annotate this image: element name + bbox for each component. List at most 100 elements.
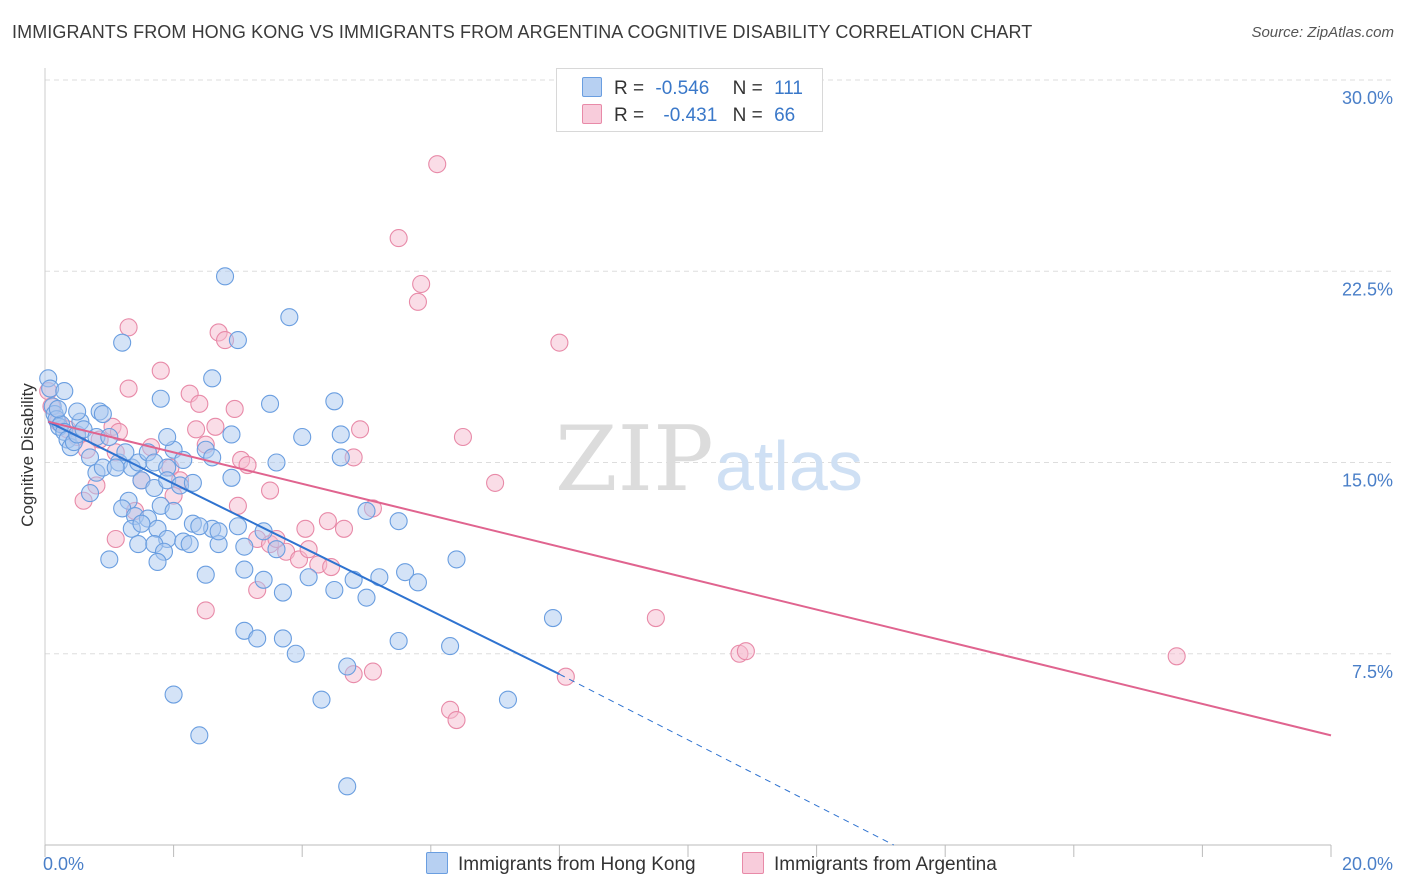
point-argentina-39 bbox=[486, 473, 505, 492]
point-hong-kong-92 bbox=[325, 392, 344, 411]
y-tick-label-2: 22.5% bbox=[1342, 279, 1393, 299]
tick-label-layer: 7.5% 15.0% 22.5% 30.0% 0.0% 20.0% bbox=[43, 88, 1393, 874]
point-argentina-45 bbox=[1167, 647, 1186, 666]
point-hong-kong-106 bbox=[389, 512, 408, 531]
point-hong-kong-87 bbox=[312, 690, 331, 709]
legend-r-value-argentina: -0.431 bbox=[663, 105, 718, 126]
bottom-legend-hong-kong: Immigrants from Hong Kong bbox=[426, 852, 696, 876]
legend-r-label: R = bbox=[614, 105, 645, 126]
point-argentina-50 bbox=[119, 318, 138, 337]
bottom-legend-swatch-argentina bbox=[742, 852, 764, 874]
chart-title: IMMIGRANTS FROM HONG KONG VS IMMIGRANTS … bbox=[12, 22, 1033, 42]
point-hong-kong-101 bbox=[222, 425, 241, 444]
source-label: Source: ZipAtlas.com bbox=[1251, 24, 1394, 41]
point-hong-kong-105 bbox=[357, 501, 376, 521]
point-argentina-30 bbox=[334, 519, 354, 538]
point-argentina-9 bbox=[119, 379, 138, 398]
point-argentina-20 bbox=[225, 399, 244, 419]
series-name-hong-kong: Immigrants from Hong Kong bbox=[458, 854, 696, 875]
point-hong-kong-99 bbox=[113, 333, 132, 352]
point-argentina-38 bbox=[453, 427, 473, 447]
point-hong-kong-40 bbox=[183, 473, 202, 492]
point-hong-kong-67 bbox=[100, 550, 119, 569]
point-hong-kong-62 bbox=[180, 535, 199, 554]
series-name-argentina: Immigrants from Argentina bbox=[774, 854, 997, 875]
point-hong-kong-34 bbox=[80, 484, 100, 503]
points-layer bbox=[39, 155, 1186, 796]
point-argentina-40 bbox=[550, 333, 569, 352]
point-hong-kong-75 bbox=[344, 570, 363, 589]
point-hong-kong-89 bbox=[190, 726, 209, 745]
point-hong-kong-83 bbox=[273, 629, 292, 648]
legend-row-hong-kong: R = -0.546 N = 111 bbox=[582, 77, 803, 100]
point-hong-kong-14 bbox=[55, 382, 74, 401]
legend-n-label: N = bbox=[732, 78, 763, 99]
point-hong-kong-19 bbox=[93, 404, 112, 424]
point-hong-kong-16 bbox=[80, 448, 100, 467]
legend-n-value-hong-kong: 111 bbox=[774, 78, 803, 99]
point-hong-kong-95 bbox=[203, 369, 222, 388]
x-tick-label-1: 20.0% bbox=[1342, 854, 1393, 874]
watermark-zip: ZIP bbox=[555, 407, 714, 512]
point-hong-kong-91 bbox=[331, 425, 350, 444]
point-hong-kong-71 bbox=[254, 570, 273, 589]
point-hong-kong-90 bbox=[338, 777, 357, 796]
point-hong-kong-108 bbox=[408, 573, 427, 592]
point-hong-kong-73 bbox=[299, 568, 318, 587]
point-hong-kong-56 bbox=[190, 517, 209, 536]
point-argentina-49 bbox=[363, 662, 382, 681]
point-argentina-16 bbox=[187, 420, 206, 439]
point-argentina-37 bbox=[428, 155, 447, 174]
point-hong-kong-50 bbox=[222, 468, 241, 487]
point-hong-kong-47 bbox=[164, 501, 183, 521]
point-hong-kong-80 bbox=[441, 637, 460, 656]
trendline-layer bbox=[47, 420, 1332, 846]
point-argentina-35 bbox=[412, 274, 431, 294]
point-argentina-27 bbox=[296, 519, 315, 538]
watermark: ZIP atlas bbox=[555, 407, 863, 512]
legend-swatch-hong-kong bbox=[582, 77, 602, 97]
watermark-atlas: atlas bbox=[715, 427, 863, 505]
point-argentina-32 bbox=[351, 420, 370, 439]
point-argentina-47 bbox=[447, 710, 466, 730]
point-hong-kong-104 bbox=[331, 448, 350, 467]
y-tick-label-1: 15.0% bbox=[1342, 471, 1393, 491]
point-hong-kong-70 bbox=[235, 560, 254, 579]
trendline-argentina bbox=[47, 420, 1332, 737]
point-hong-kong-109 bbox=[543, 608, 563, 628]
point-hong-kong-52 bbox=[132, 514, 151, 533]
point-hong-kong-21 bbox=[48, 399, 67, 419]
point-hong-kong-96 bbox=[151, 389, 170, 408]
point-hong-kong-15 bbox=[68, 402, 87, 421]
trendline-extension-hong-kong bbox=[559, 673, 894, 846]
stats-legend: R = -0.546 N = 111 R = -0.431 N = 66 bbox=[556, 68, 823, 132]
point-argentina-55 bbox=[196, 601, 215, 620]
point-hong-kong-85 bbox=[338, 657, 357, 676]
axis-layer bbox=[44, 68, 1332, 857]
point-argentina-12 bbox=[151, 361, 170, 380]
y-tick-label-3: 30.0% bbox=[1342, 88, 1393, 108]
point-hong-kong-66 bbox=[267, 540, 286, 559]
point-hong-kong-72 bbox=[273, 583, 292, 602]
point-hong-kong-103 bbox=[293, 427, 312, 447]
y-tick-label-0: 7.5% bbox=[1352, 662, 1393, 682]
point-hong-kong-79 bbox=[389, 631, 408, 651]
point-hong-kong-88 bbox=[498, 690, 518, 709]
point-argentina-41 bbox=[556, 667, 575, 686]
point-hong-kong-58 bbox=[235, 537, 254, 556]
point-argentina-36 bbox=[408, 292, 427, 311]
x-tick-label-0: 0.0% bbox=[43, 854, 84, 874]
point-argentina-57 bbox=[190, 394, 209, 413]
point-hong-kong-100 bbox=[158, 427, 177, 447]
trendline-hong-kong bbox=[47, 420, 560, 676]
point-hong-kong-93 bbox=[260, 394, 280, 413]
legend-n-label: N = bbox=[732, 105, 763, 126]
point-hong-kong-33 bbox=[106, 458, 125, 477]
point-hong-kong-98 bbox=[280, 308, 299, 327]
legend-row-argentina: R = -0.431 N = 66 bbox=[582, 104, 795, 127]
point-hong-kong-63 bbox=[209, 522, 228, 541]
point-argentina-18 bbox=[206, 417, 225, 436]
legend-swatch-argentina bbox=[582, 104, 602, 124]
point-hong-kong-69 bbox=[196, 565, 215, 584]
